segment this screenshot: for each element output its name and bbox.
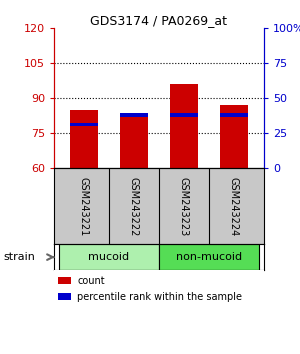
Text: GSM243223: GSM243223 [179,177,189,236]
Bar [70,110,98,168]
Bar [59,244,159,270]
Bar [120,113,148,117]
Bar [170,84,198,168]
Text: count: count [77,275,105,286]
Text: GSM243222: GSM243222 [129,177,139,236]
Bar [159,244,259,270]
Bar [220,113,248,117]
Bar [170,113,198,117]
Text: non-mucoid: non-mucoid [176,252,242,262]
Text: GSM243224: GSM243224 [229,177,239,236]
Bar [120,113,148,168]
Bar [58,277,71,284]
Bar [70,123,98,126]
Title: GDS3174 / PA0269_at: GDS3174 / PA0269_at [91,14,227,27]
Text: mucoid: mucoid [88,252,130,262]
Text: GSM243221: GSM243221 [79,177,89,236]
Text: strain: strain [3,252,35,262]
Bar [220,105,248,168]
Bar [58,293,71,300]
Text: percentile rank within the sample: percentile rank within the sample [77,292,242,302]
